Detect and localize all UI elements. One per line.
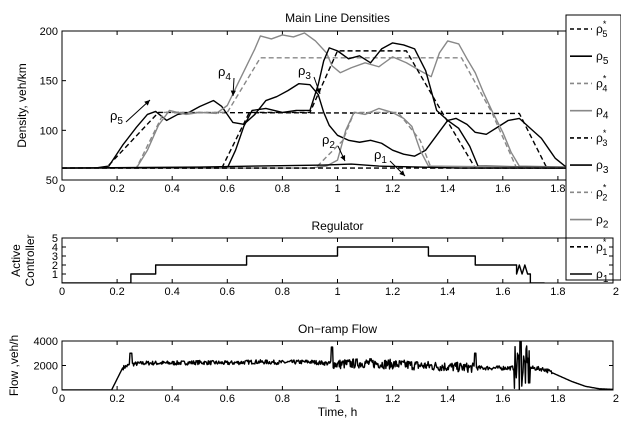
chart-panel-1: Main Line Densities 0 0.2 0.4 0.6 0.8 1 1.2 1.4 1…	[15, 11, 621, 281]
x-tick-label: 0.6	[220, 393, 235, 405]
legend-entry-label: ρ* 1	[596, 237, 607, 257]
y-tick-label: 3	[52, 251, 58, 263]
annotation-arrowhead	[230, 90, 236, 96]
series-line-ρ1	[62, 163, 613, 169]
series-group	[62, 341, 613, 390]
x-tick-label: 1	[334, 393, 340, 405]
x-tick-label: 0.2	[109, 286, 124, 298]
y-tick-label: 2000	[34, 361, 58, 373]
annotation-label: ρ1	[374, 147, 387, 166]
legend-entry-label: ρ* 5	[596, 19, 607, 39]
series-line-ρ3	[62, 42, 613, 169]
y-axis-label: Controller	[23, 234, 37, 286]
x-axis-label: Time, h	[318, 405, 358, 419]
x-tick-label: 0.8	[275, 183, 290, 195]
legend-entry-label: ρ* 4	[596, 73, 607, 93]
x-tick-label: 1.2	[385, 183, 400, 195]
series-line-ρ4	[62, 32, 613, 169]
annotation-arrowhead	[315, 88, 321, 94]
x-tick-label: 1.2	[385, 393, 400, 405]
x-tick-label: 1	[334, 286, 340, 298]
x-tick-label: 0.4	[165, 183, 180, 195]
x-tick-label: 1.6	[495, 286, 510, 298]
legend-entry-label: ρ* 2	[596, 182, 607, 202]
x-tick-label: 2	[613, 393, 619, 405]
series-line-ρstar-3	[62, 50, 613, 169]
x-tick-label: 1.6	[495, 393, 510, 405]
x-tick-label: 0.2	[109, 183, 124, 195]
x-tick-label: 0.6	[220, 183, 235, 195]
series-group	[62, 246, 545, 283]
x-tick-label: 1.2	[385, 286, 400, 298]
x-tick-label: 1.4	[440, 393, 455, 405]
legend-entry-label: ρ4	[596, 104, 609, 122]
legend-entry-label: ρ3	[596, 158, 609, 176]
x-tick-label: 1.8	[550, 286, 565, 298]
y-tick-label: 0	[52, 385, 58, 397]
annotation-arrowhead	[144, 100, 150, 106]
x-tick-label: 0	[59, 286, 65, 298]
x-tick-label: 0.8	[275, 393, 290, 405]
x-tick-label: 2	[613, 286, 619, 298]
y-tick-label: 1	[52, 269, 58, 281]
legend-entry-label: ρ1	[596, 267, 609, 285]
x-tick-label: 0.4	[165, 393, 180, 405]
chart-title: On−ramp Flow	[298, 322, 377, 336]
y-tick-label: 50	[46, 175, 58, 187]
annotation-arrow	[125, 99, 151, 123]
series-line-line0	[62, 246, 545, 283]
annotation-arrowhead	[399, 170, 405, 176]
y-tick-label: 200	[40, 26, 58, 38]
annotation-label: ρ2	[322, 132, 335, 151]
x-tick-label: 1.6	[495, 183, 510, 195]
y-axis-label: Flow ,veh/h	[7, 335, 21, 396]
x-tick-label: 0	[59, 393, 65, 405]
x-tick-label: 0.4	[165, 286, 180, 298]
legend-entry-label: ρ5	[596, 49, 609, 67]
y-axis-label: Density, veh/km	[15, 63, 29, 147]
x-tick-label: 1.4	[440, 183, 455, 195]
y-tick-label: 4000	[34, 336, 58, 348]
chart-title: Regulator	[311, 219, 363, 233]
legend-entry-label: ρ* 3	[596, 128, 607, 148]
y-tick-label: 5	[52, 233, 58, 245]
y-tick-label: 4	[52, 242, 58, 254]
x-tick-label: 1.8	[550, 393, 565, 405]
legend-entry-label: ρ2	[596, 213, 609, 231]
x-tick-label: 0.8	[275, 286, 290, 298]
chart-title: Main Line Densities	[285, 11, 390, 25]
x-tick-label: 0	[59, 183, 65, 195]
x-tick-label: 1.8	[550, 183, 565, 195]
series-line-line0	[62, 341, 613, 390]
y-tick-label: 150	[40, 76, 58, 88]
annotation-label: ρ5	[110, 108, 123, 127]
annotation-arrowhead	[340, 155, 346, 161]
x-tick-label: 0.6	[220, 286, 235, 298]
x-tick-label: 1	[334, 183, 340, 195]
annotation-label: ρ4	[218, 64, 231, 83]
annotation-label: ρ3	[298, 63, 311, 82]
y-tick-label: 2	[52, 260, 58, 272]
series-line-ρstar-2	[62, 111, 613, 169]
x-tick-label: 0.2	[109, 393, 124, 405]
x-tick-label: 1.4	[440, 286, 455, 298]
y-tick-label: 100	[40, 125, 58, 137]
series-group	[62, 32, 613, 169]
legend-box	[565, 14, 621, 281]
y-axis-label: Active	[9, 244, 23, 277]
